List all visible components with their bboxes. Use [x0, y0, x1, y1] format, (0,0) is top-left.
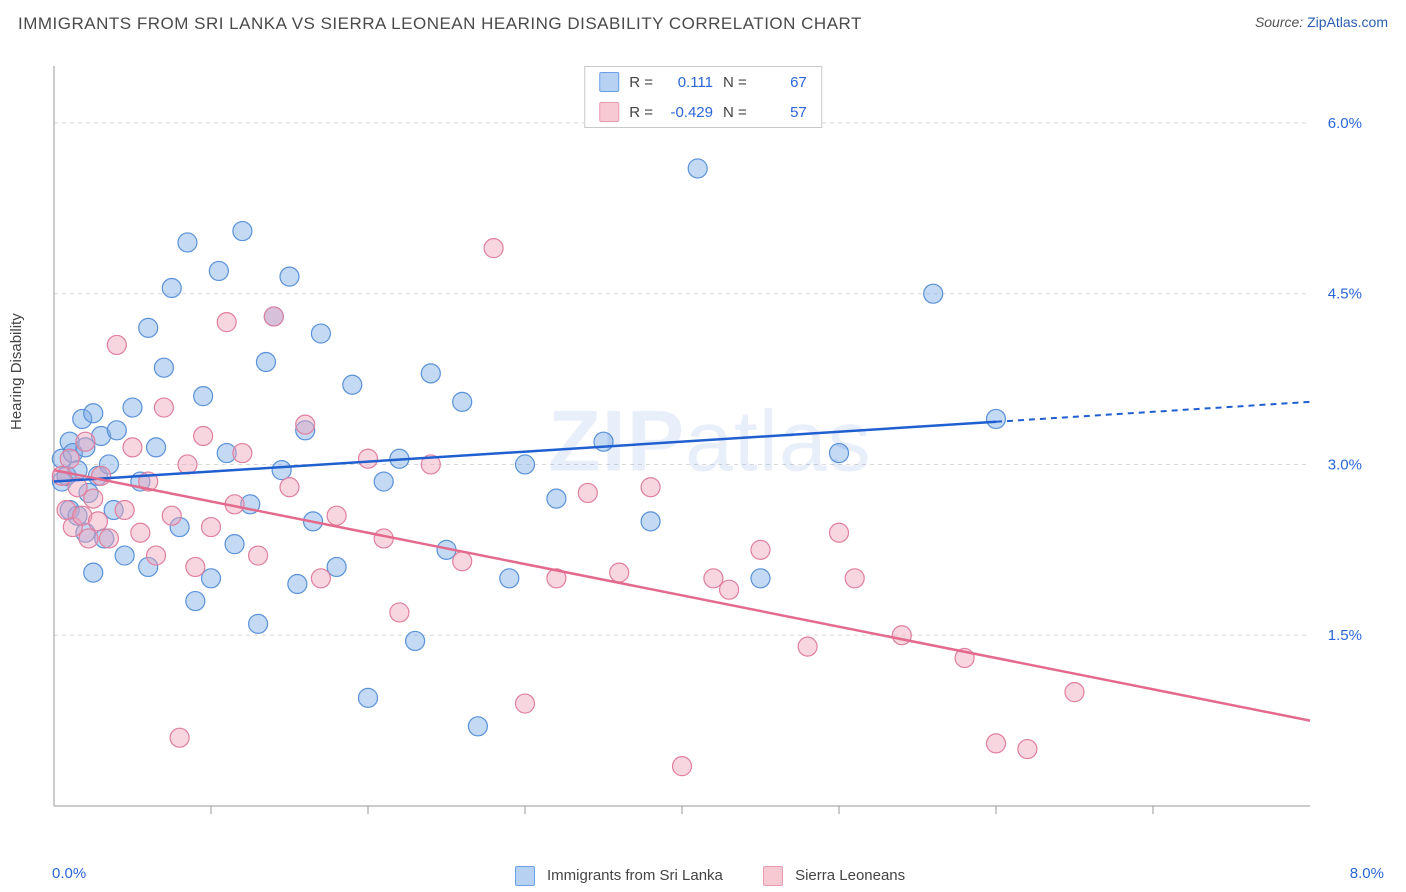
source-name: ZipAtlas.com	[1307, 14, 1388, 30]
r-value: 0.111	[663, 74, 713, 91]
svg-text:1.5%: 1.5%	[1328, 627, 1362, 644]
legend-swatch-blue	[599, 72, 619, 92]
r-label: R =	[629, 74, 653, 91]
legend-swatch-pink	[599, 102, 619, 122]
r-value: -0.429	[663, 104, 713, 121]
chart-svg: 1.5% 3.0% 4.5% 6.0%	[50, 62, 1370, 822]
correlation-legend-row: R = -0.429 N = 57	[585, 97, 821, 127]
svg-text:3.0%: 3.0%	[1328, 456, 1362, 473]
legend-swatch-blue	[515, 866, 535, 886]
source-attribution: Source: ZipAtlas.com	[1255, 14, 1388, 30]
svg-text:6.0%: 6.0%	[1328, 115, 1362, 132]
series-legend-label: Sierra Leoneans	[795, 867, 905, 884]
header: IMMIGRANTS FROM SRI LANKA VS SIERRA LEON…	[18, 14, 1388, 34]
source-label: Source:	[1255, 14, 1303, 30]
legend-swatch-pink	[763, 866, 783, 886]
correlation-legend: R = 0.111 N = 67 R = -0.429 N = 57	[584, 66, 822, 128]
y-axis-label: Hearing Disability	[8, 313, 25, 430]
chart-title: IMMIGRANTS FROM SRI LANKA VS SIERRA LEON…	[18, 14, 862, 34]
series-legend-label: Immigrants from Sri Lanka	[547, 867, 723, 884]
n-label: N =	[723, 104, 747, 121]
plot-area: ZIPatlas 1.5%3.0%4.5%6.0%	[50, 62, 1370, 822]
series-legend-item: Sierra Leoneans	[763, 866, 905, 886]
r-label: R =	[629, 104, 653, 121]
n-value: 57	[757, 104, 807, 121]
correlation-legend-row: R = 0.111 N = 67	[585, 67, 821, 97]
series-legend: Immigrants from Sri Lanka Sierra Leonean…	[50, 866, 1370, 886]
n-value: 67	[757, 74, 807, 91]
n-label: N =	[723, 74, 747, 91]
svg-text:4.5%: 4.5%	[1328, 286, 1362, 303]
series-legend-item: Immigrants from Sri Lanka	[515, 866, 723, 886]
